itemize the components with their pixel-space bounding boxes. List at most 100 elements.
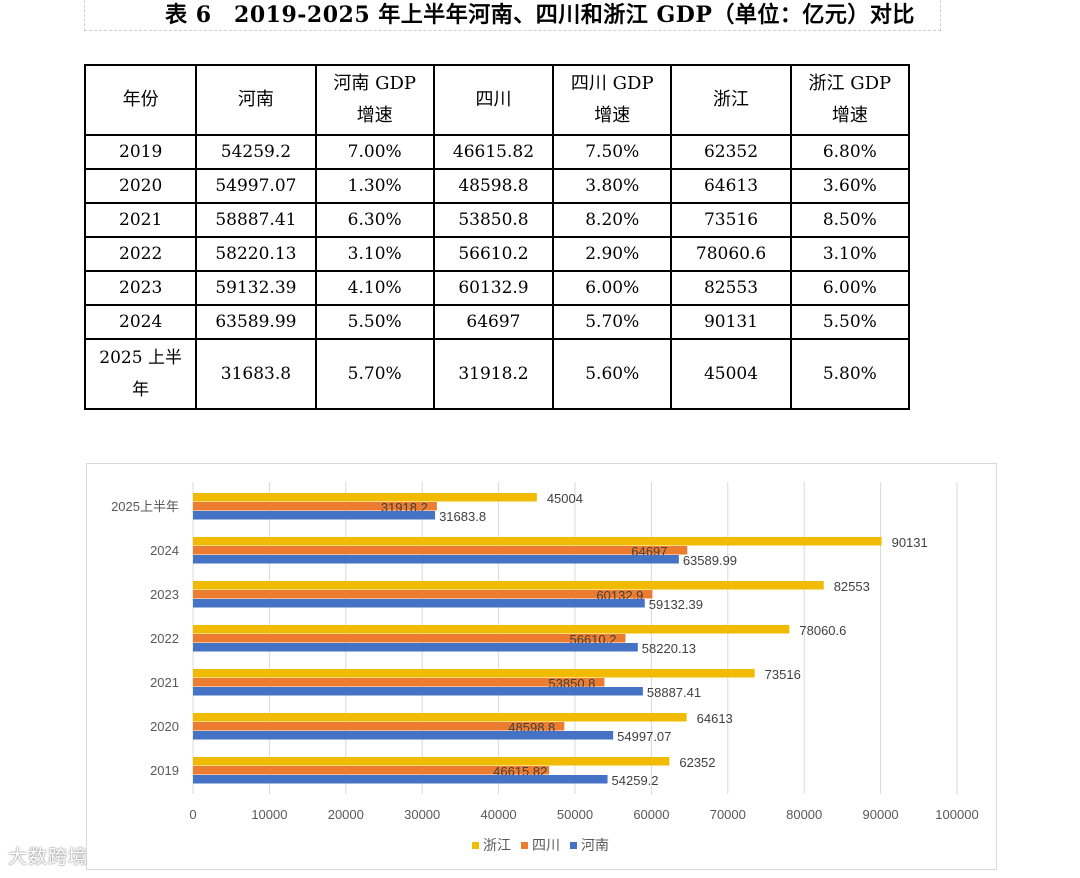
bar-河南 <box>193 687 643 696</box>
legend-swatch <box>521 842 528 849</box>
header-year: 年份 <box>83 64 198 136</box>
bar-四川 <box>193 590 653 599</box>
y-category-label: 2020 <box>150 719 179 734</box>
cell-sichuan-growth: 7.50% <box>552 134 673 170</box>
cell-henan-growth: 1.30% <box>314 168 435 204</box>
header-zhejiang-growth: 浙江 GDP 增速 <box>789 64 911 136</box>
data-label: 45004 <box>547 491 583 506</box>
cell-year: 2020 <box>83 168 198 204</box>
cell-henan: 54997.07 <box>195 168 317 204</box>
bar-河南 <box>193 643 638 652</box>
legend-label: 浙江 <box>483 837 511 853</box>
bar-浙江 <box>193 669 755 678</box>
legend-label: 河南 <box>581 837 609 853</box>
cell-henan: 63589.99 <box>195 304 317 340</box>
cell-zhejiang-growth: 6.80% <box>789 134 911 170</box>
cell-henan: 58220.13 <box>195 236 317 272</box>
chart-svg: 0 10000 20000 30000 40000 50000 60000 70000 8000… <box>111 482 979 853</box>
y-category-label: 2024 <box>150 543 179 558</box>
cell-sichuan: 60132.9 <box>432 270 555 306</box>
page-title: 表 6 2019-2025 年上半年河南、四川和浙江 GDP（单位：亿元）对比 <box>165 2 915 28</box>
data-label: 64613 <box>697 711 733 726</box>
cell-sichuan-growth: 3.80% <box>552 168 673 204</box>
cell-sichuan-growth: 5.60% <box>552 338 673 410</box>
bar-河南 <box>193 731 614 740</box>
cell-henan: 31683.8 <box>195 338 317 410</box>
bar-浙江 <box>193 713 687 722</box>
bar-浙江 <box>193 581 824 590</box>
y-category-label: 2021 <box>150 675 179 690</box>
gdp-table: 年份 河南 河南 GDP 增速 四川 四川 GDP 增速 浙江 浙江 GDP 增… <box>83 64 911 410</box>
cell-year: 2025 上半年 <box>83 338 198 410</box>
bar-河南 <box>193 599 645 608</box>
cell-zhejiang: 78060.6 <box>670 236 792 272</box>
title-frame <box>84 0 941 31</box>
cell-sichuan: 53850.8 <box>432 202 555 238</box>
cell-zhejiang-growth: 3.10% <box>789 236 911 272</box>
data-label: 62352 <box>679 755 715 770</box>
cell-zhejiang: 45004 <box>670 338 792 410</box>
cell-zhejiang: 82553 <box>670 270 792 306</box>
cell-henan-growth: 7.00% <box>314 134 435 170</box>
x-tick-label: 10000 <box>251 807 287 822</box>
data-label: 78060.6 <box>799 623 846 638</box>
data-label: 82553 <box>834 579 870 594</box>
cell-year: 2024 <box>83 304 198 340</box>
cell-zhejiang: 64613 <box>670 168 792 204</box>
cell-year: 2022 <box>83 236 198 272</box>
cell-sichuan: 31918.2 <box>432 338 555 410</box>
bar-河南 <box>193 511 436 520</box>
legend-swatch <box>570 842 577 849</box>
y-category-label: 2019 <box>150 763 179 778</box>
cell-year: 2019 <box>83 134 198 170</box>
bar-浙江 <box>193 493 537 502</box>
cell-sichuan: 56610.2 <box>432 236 555 272</box>
gdp-bar-chart: 0 10000 20000 30000 40000 50000 60000 70000 8000… <box>86 463 997 870</box>
data-label: 90131 <box>892 535 928 550</box>
cell-zhejiang: 90131 <box>670 304 792 340</box>
y-category-label: 2025上半年 <box>111 499 179 514</box>
x-tick-label: 30000 <box>404 807 440 822</box>
cell-zhejiang: 62352 <box>670 134 792 170</box>
x-tick-label: 60000 <box>633 807 669 822</box>
table-header-row: 年份 河南 河南 GDP 增速 四川 四川 GDP 增速 浙江 浙江 GDP 增… <box>83 64 911 136</box>
bar-四川 <box>193 502 437 511</box>
x-tick-label: 80000 <box>786 807 822 822</box>
bar-四川 <box>193 722 565 731</box>
data-label: 73516 <box>765 667 801 682</box>
cell-henan-growth: 5.70% <box>314 338 435 410</box>
legend-label: 四川 <box>532 837 560 853</box>
cell-henan: 58887.41 <box>195 202 317 238</box>
cell-henan-growth: 5.50% <box>314 304 435 340</box>
cell-year: 2021 <box>83 202 198 238</box>
data-label: 58220.13 <box>642 641 696 656</box>
bar-四川 <box>193 678 605 687</box>
y-category-label: 2022 <box>150 631 179 646</box>
table-row: 2021 58887.41 6.30% 53850.8 8.20% 73516 8.50% <box>83 202 911 238</box>
bar-浙江 <box>193 625 790 634</box>
cell-sichuan-growth: 5.70% <box>552 304 673 340</box>
cell-sichuan-growth: 8.20% <box>552 202 673 238</box>
table-row: 2025 上半年 31683.8 5.70% 31918.2 5.60% 45004 5.8… <box>83 338 911 410</box>
x-tick-label: 0 <box>189 807 196 822</box>
cell-henan-growth: 4.10% <box>314 270 435 306</box>
cell-sichuan-growth: 6.00% <box>552 270 673 306</box>
x-tick-label: 40000 <box>481 807 517 822</box>
header-sichuan-growth: 四川 GDP 增速 <box>552 64 673 136</box>
x-tick-label: 100000 <box>935 807 978 822</box>
y-category-label: 2023 <box>150 587 179 602</box>
data-label: 59132.39 <box>649 597 703 612</box>
data-label: 63589.99 <box>683 553 737 568</box>
cell-sichuan-growth: 2.90% <box>552 236 673 272</box>
cell-sichuan: 48598.8 <box>432 168 555 204</box>
bar-四川 <box>193 634 626 643</box>
cell-sichuan: 46615.82 <box>432 134 555 170</box>
bar-浙江 <box>193 537 882 546</box>
table-row: 2023 59132.39 4.10% 60132.9 6.00% 82553 6.00% <box>83 270 911 306</box>
data-label: 54259.2 <box>612 773 659 788</box>
header-henan: 河南 <box>195 64 317 136</box>
watermark: 大数跨境 <box>8 846 89 868</box>
bar-河南 <box>193 775 608 784</box>
cell-zhejiang-growth: 3.60% <box>789 168 911 204</box>
header-sichuan: 四川 <box>432 64 555 136</box>
